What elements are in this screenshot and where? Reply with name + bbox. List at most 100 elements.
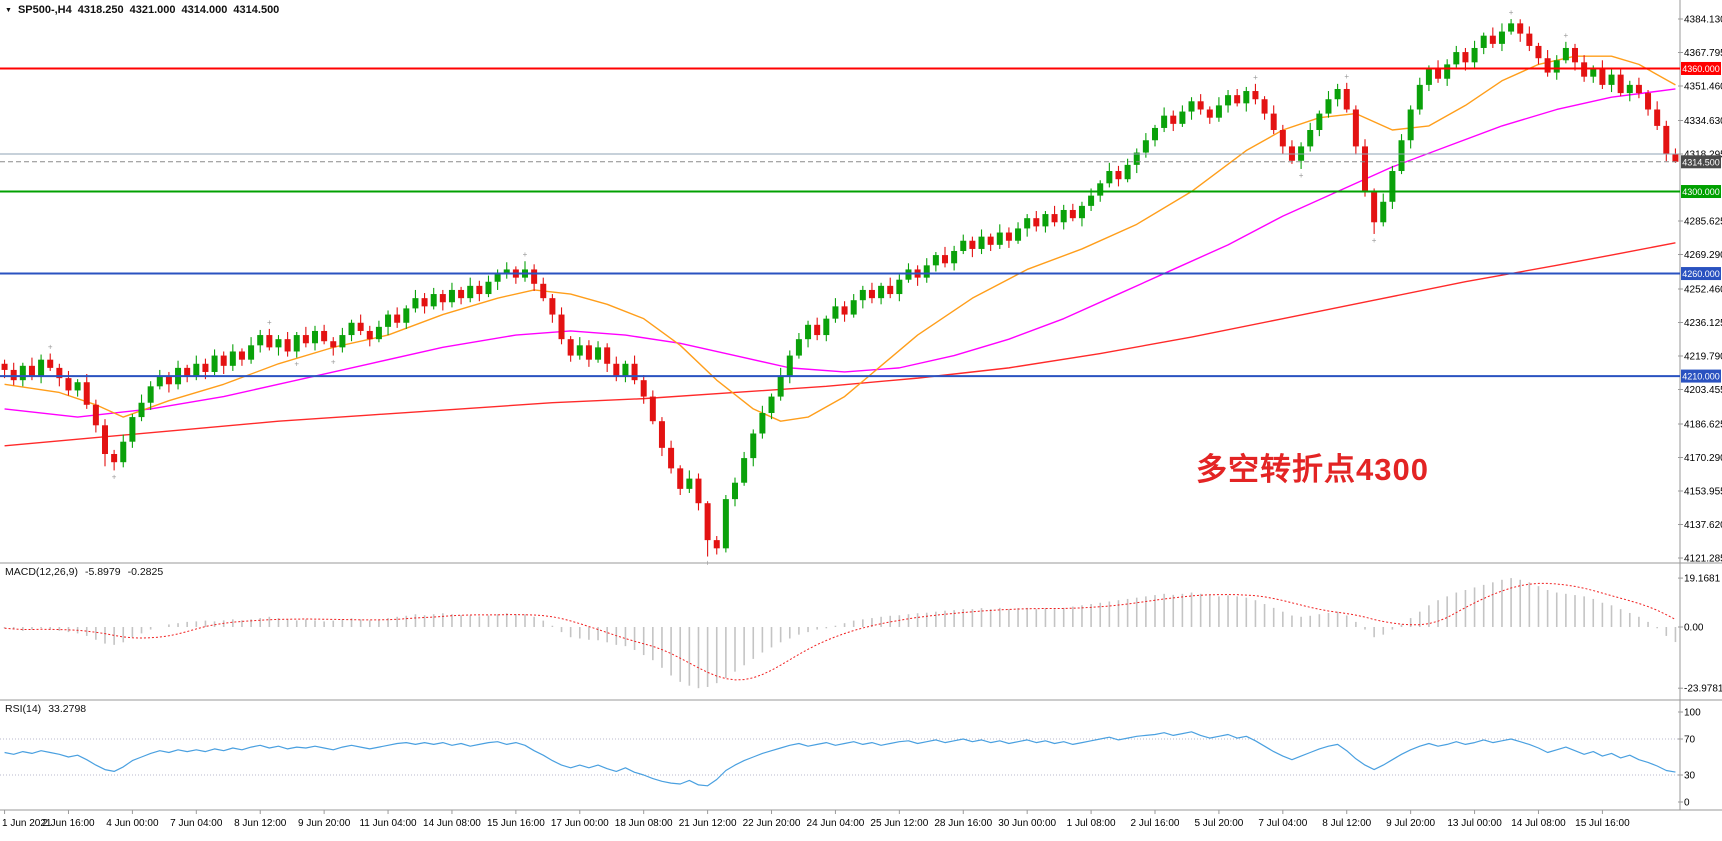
time-axis-label: 24 Jun 04:00 — [807, 818, 865, 829]
rsi-level-lines — [0, 738, 1680, 776]
time-axis-label: 8 Jun 12:00 — [234, 818, 287, 829]
candle-body — [92, 404, 99, 426]
price-badge-text: 4360.000 — [1682, 64, 1720, 74]
price-axis[interactable]: 4384.130 4367.795 4351.460 4334.630 4318.295… — [1678, 15, 1722, 565]
candle-body — [1654, 109, 1661, 126]
candle-body — [1215, 105, 1222, 118]
candle-body — [1252, 91, 1259, 100]
candle-body — [120, 441, 127, 463]
candle-body — [1, 363, 8, 370]
candle-body — [704, 503, 711, 541]
candle-body — [1535, 45, 1542, 59]
candle-body — [722, 499, 729, 549]
candle-body — [1508, 23, 1515, 32]
fractal-up-icon: + — [267, 318, 272, 327]
price-badge-text: 4300.000 — [1682, 187, 1720, 197]
candle-body — [220, 355, 227, 366]
ma-mid-line — [4, 88, 1676, 418]
candle-body — [1088, 195, 1095, 206]
candle-body — [795, 339, 802, 356]
macd-signal-polyline — [4, 582, 1676, 681]
candle-body — [1581, 62, 1588, 77]
candle-body — [1316, 113, 1323, 131]
price-axis-label: 4269.290 — [1684, 250, 1722, 261]
ohlc-open: 4318.250 — [77, 4, 124, 16]
candle-body — [868, 289, 875, 299]
candle-body — [403, 308, 410, 323]
fractal-down-icon: + — [112, 472, 117, 481]
candle-body — [257, 335, 264, 346]
candle-body — [211, 355, 218, 372]
candle-body — [1325, 99, 1332, 114]
time-axis-label: 2 Jul 16:00 — [1131, 818, 1180, 829]
time-axis-label: 9 Jul 20:00 — [1386, 818, 1435, 829]
ma-slow-line — [4, 242, 1676, 447]
fractal-up-icon: + — [1253, 73, 1258, 82]
candle-body — [1024, 218, 1031, 229]
candle-body — [1517, 23, 1524, 34]
candle-body — [494, 273, 501, 282]
price-badge-4314.500: 4314.500 — [1681, 155, 1721, 169]
time-axis-label: 25 Jun 12:00 — [870, 818, 928, 829]
candle-body — [394, 314, 401, 323]
candle-body — [1626, 84, 1633, 94]
macd-indicator-label: MACD(12,26,9) -5.8979 -0.2825 — [5, 566, 163, 578]
rsi-axis-label: 70 — [1684, 735, 1696, 746]
fractal-up-icon: + — [1564, 31, 1569, 40]
candle-body — [193, 363, 200, 377]
candle-body — [366, 330, 373, 340]
candle-body — [229, 351, 236, 366]
candle-body — [1635, 84, 1642, 94]
candle-body — [421, 298, 428, 307]
candle-body — [960, 240, 967, 251]
candle-body — [604, 347, 611, 364]
candle-body — [576, 345, 583, 356]
candle-body — [56, 367, 63, 379]
candle-body — [503, 269, 510, 274]
candle-body — [348, 322, 355, 336]
fractal-down-icon: + — [1372, 236, 1377, 245]
candle-body — [1179, 111, 1186, 124]
candle-body — [1334, 88, 1341, 100]
time-axis-label: 7 Jul 04:00 — [1258, 818, 1307, 829]
price-axis-label: 4121.285 — [1684, 554, 1722, 565]
candle-body — [814, 324, 821, 336]
rsi-axis[interactable]: 100 70 30 0 — [1678, 708, 1701, 809]
candle-body — [248, 345, 255, 360]
candle-body — [156, 376, 163, 387]
candle-body — [275, 339, 282, 348]
candle-body — [485, 281, 492, 295]
collapse-chart-icon[interactable]: ▼ — [5, 6, 12, 14]
horizontal-lines[interactable] — [0, 67, 1680, 378]
candle-body — [1398, 140, 1405, 172]
macd-histogram — [3, 578, 1677, 689]
macd-axis-label: 0.00 — [1684, 623, 1704, 634]
candle-body — [1380, 201, 1387, 223]
candle-body — [385, 314, 392, 327]
price-axis-label: 4137.620 — [1684, 520, 1722, 531]
annotation-text[interactable]: 多空转折点4300 — [1196, 452, 1429, 487]
price-badge-text: 4210.000 — [1682, 372, 1720, 382]
fractal-down-icon: + — [705, 559, 710, 568]
macd-main-value: -5.8979 — [84, 566, 121, 578]
candle-body — [1078, 205, 1085, 219]
candle-body — [540, 283, 547, 299]
price-badge-4210.000: 4210.000 — [1681, 369, 1721, 383]
candle-body — [932, 255, 939, 266]
rsi-axis-label: 0 — [1684, 798, 1690, 809]
candle-body — [905, 269, 912, 280]
candle-body — [1133, 152, 1140, 165]
candle-body — [1435, 68, 1442, 79]
candle-body — [549, 298, 556, 315]
candle-body — [1416, 84, 1423, 110]
macd-axis[interactable]: 19.1681 0.00 -23.9781 — [1678, 574, 1722, 695]
candle-body — [1389, 171, 1396, 202]
fractal-down-icon: + — [294, 360, 299, 369]
candle-body — [339, 335, 346, 348]
candle-body — [1672, 154, 1679, 162]
time-axis-label: 28 Jun 16:00 — [934, 818, 992, 829]
candle-body — [805, 324, 812, 340]
